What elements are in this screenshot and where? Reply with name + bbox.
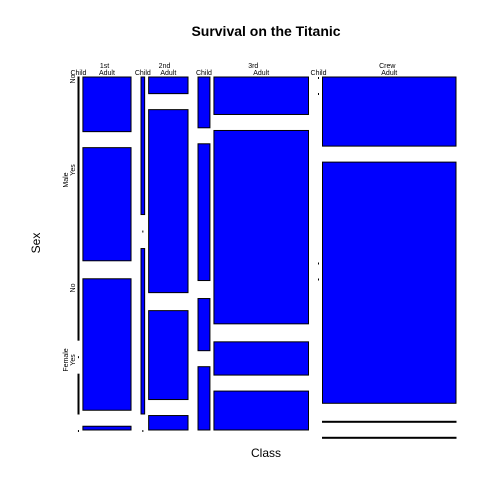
tile-2nd-adult-male-yes xyxy=(148,76,189,95)
tile-1st-child-male-yes xyxy=(77,76,80,341)
tile-crew-adult-male-yes xyxy=(322,76,457,147)
tick-class-3rd: 3rd xyxy=(248,63,258,70)
mosaic-tiles xyxy=(77,76,457,439)
tile-3rd-child-female-yes xyxy=(197,298,211,352)
tile-3rd-adult-female-yes xyxy=(213,341,310,376)
tile-3rd-adult-male-no xyxy=(213,129,310,325)
tick-class-1st: 1st xyxy=(100,63,109,70)
tick-age-adult-3rd: Adult xyxy=(253,70,269,77)
tick-sex-female: Female xyxy=(63,348,70,371)
tick-class-2nd: 2nd xyxy=(159,63,171,70)
tick-sex-male: Male xyxy=(63,172,70,187)
tile-crew-adult-male-no xyxy=(322,161,457,404)
tile-2nd-adult-male-no xyxy=(148,109,189,294)
tick-age-adult-2nd: Adult xyxy=(160,70,176,77)
tile-1st-adult-male-no xyxy=(82,147,132,262)
tile-1st-adult-female-yes xyxy=(82,278,132,411)
chart-title: Survival on the Titanic xyxy=(191,23,340,39)
tick-age-child-3rd: Child xyxy=(196,70,212,77)
tick-age-child-2nd: Child xyxy=(135,70,151,77)
tile-2nd-child-male-yes xyxy=(140,76,146,216)
tile-1st-child-female-yes xyxy=(77,373,80,415)
tile-3rd-child-female-no xyxy=(197,366,211,431)
tick-survived-yes-male: Yes xyxy=(70,164,77,176)
tile-1st-adult-male-yes xyxy=(82,76,132,133)
tile-crew-adult-female-yes xyxy=(322,420,457,423)
tile-2nd-child-female-yes xyxy=(140,248,146,415)
tile-3rd-child-male-no xyxy=(197,143,211,282)
tile-1st-adult-female-no xyxy=(82,425,132,431)
tile-crew-adult-female-no xyxy=(322,436,457,439)
tile-3rd-adult-female-no xyxy=(213,390,310,431)
tick-survived-no-male: No xyxy=(70,283,77,292)
tick-age-adult-1st: Adult xyxy=(99,70,115,77)
tick-age-child-crew: Child xyxy=(311,70,327,77)
y-axis-label: Sex xyxy=(29,233,43,254)
tick-class-crew: Crew xyxy=(379,63,396,70)
tile-2nd-adult-female-yes xyxy=(148,310,189,401)
tile-3rd-child-male-yes xyxy=(197,76,211,129)
tile-3rd-adult-male-yes xyxy=(213,76,310,115)
tick-age-adult-crew: Adult xyxy=(381,70,397,77)
x-axis-label: Class xyxy=(251,446,281,460)
tick-survived-no-top: No xyxy=(70,74,77,83)
tile-2nd-adult-female-no xyxy=(148,415,189,431)
tick-survived-yes-female: Yes xyxy=(70,354,77,366)
tick-age-child-1st: Child xyxy=(70,70,86,77)
